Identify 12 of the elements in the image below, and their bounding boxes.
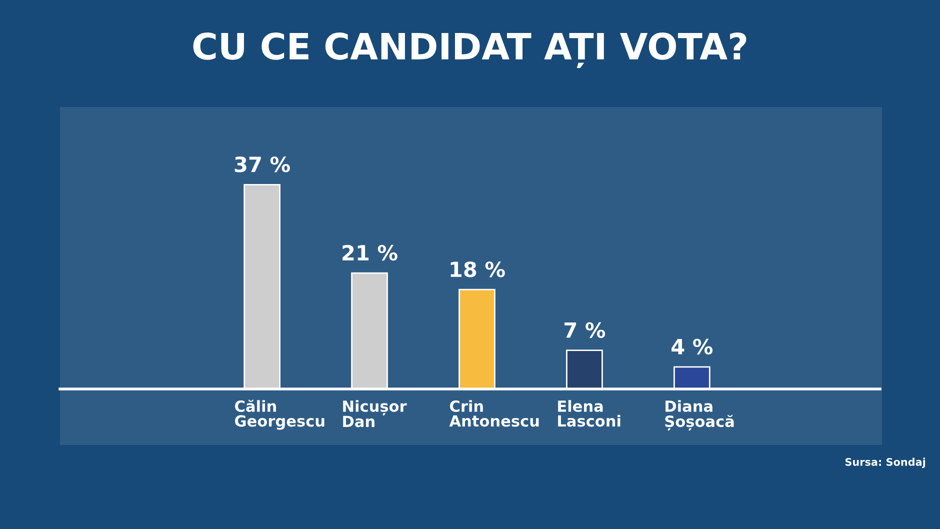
x-tick-label: Crin Antonescu	[449, 400, 539, 427]
chart-title: CU CE CANDIDAT AȚI VOTA?	[193, 32, 746, 68]
data-label: 7 %	[564, 322, 606, 338]
x-tick-label: Diana Șoșoacă	[665, 400, 734, 431]
data-label: 4 %	[672, 338, 713, 355]
x-tick-label: Elena Lasconi	[558, 400, 620, 427]
x-tick-label: Nicușor Dan	[343, 400, 407, 428]
data-label: 37 %	[234, 156, 290, 172]
x-tick-label: Călin Georgescu	[235, 400, 324, 430]
data-label: 21 %	[342, 244, 398, 261]
data-label: 18 %	[450, 261, 505, 278]
text: Sursa: Sondaj	[845, 458, 926, 468]
